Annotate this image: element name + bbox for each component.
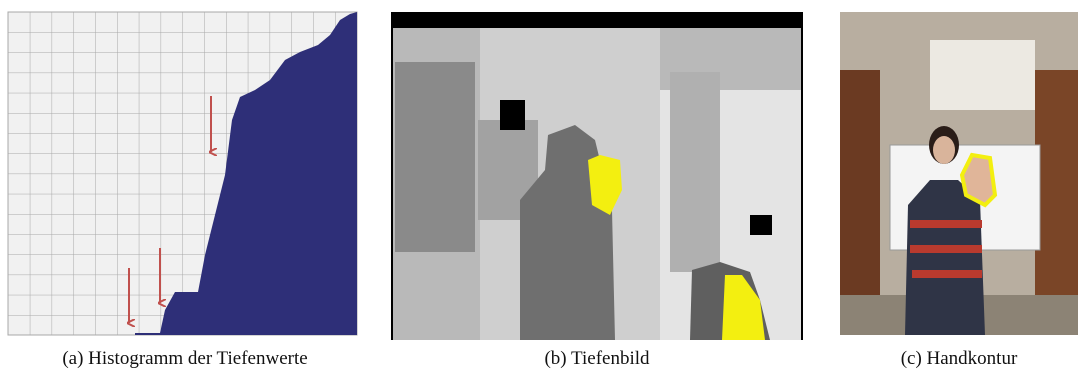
histogram: [8, 12, 357, 335]
panels: [0, 0, 1086, 345]
depth-image: [391, 12, 803, 340]
photo: [840, 12, 1078, 335]
caption: (b) Tiefenbild: [391, 348, 803, 370]
caption: (c) Handkontur: [840, 348, 1078, 370]
caption: (a) Histogramm der Tiefenwerte: [0, 348, 370, 370]
figure: (a) Histogramm der Tiefenwerte (b) Tiefe…: [0, 0, 1086, 379]
